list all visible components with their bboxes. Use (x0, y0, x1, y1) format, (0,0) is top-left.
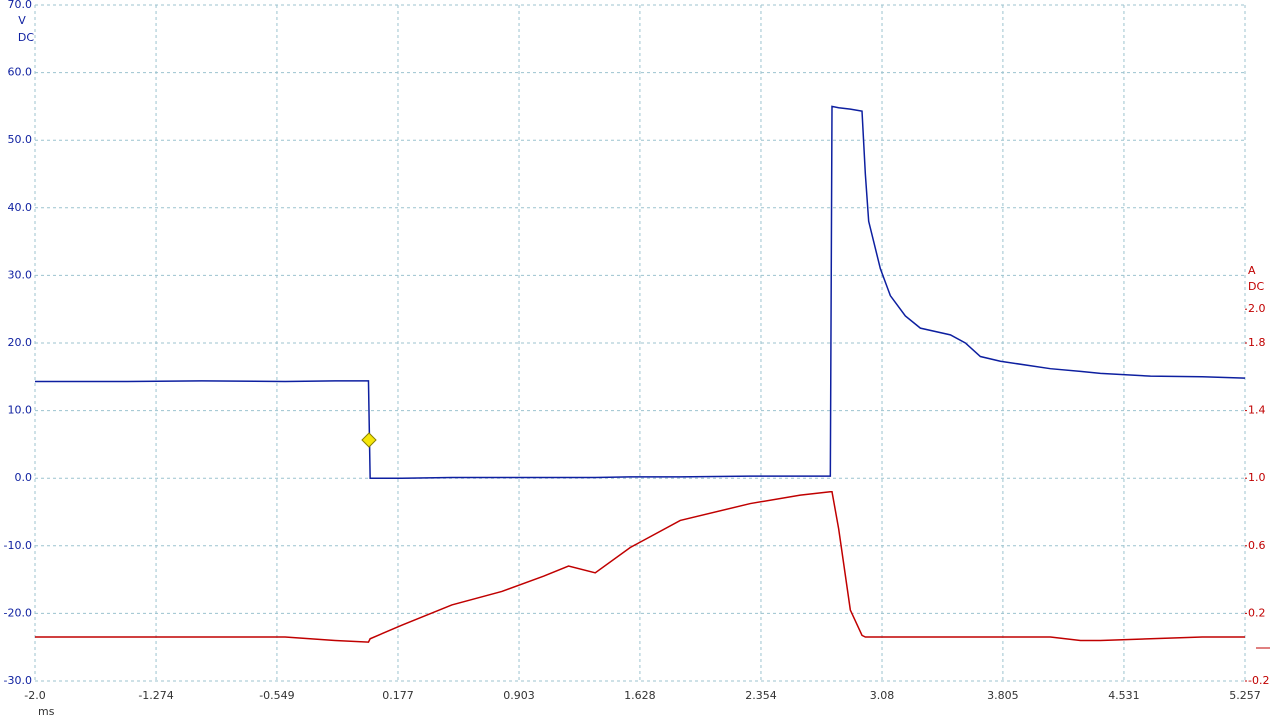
plot: -2.0 -1.274 -0.549 0.177 0.903 1.628 2.354 3.08… (4, 0, 1270, 702)
x-tick-label: 2.354 (745, 689, 777, 702)
x-tick-label: 0.177 (382, 689, 414, 702)
y2-tick-label: 0.2 (1248, 606, 1266, 619)
y2-tick-label: 1.0 (1248, 471, 1266, 484)
x-tick-label: -1.274 (138, 689, 173, 702)
x-tick-label: -2.0 (24, 689, 45, 702)
y-tick-label: -20.0 (4, 606, 32, 619)
y-tick-label: 30.0 (8, 268, 33, 281)
y2-tick-label: 0.6 (1248, 539, 1266, 552)
x-tick-label: 5.257 (1229, 689, 1261, 702)
trace (35, 105, 1246, 479)
y-tick-label: 0.0 (15, 471, 33, 484)
y-tick-label: 50.0 (8, 133, 33, 146)
x-tick-label: 4.531 (1108, 689, 1140, 702)
y2-tick-label: -0.2 (1248, 674, 1269, 687)
y-tick-label: 70.0 (8, 0, 33, 11)
trigger-marker (361, 432, 377, 448)
y-coupling: DC (18, 31, 34, 44)
y2-tick-label: 1.4 (1248, 404, 1266, 417)
x-tick-label: 0.903 (503, 689, 535, 702)
y-tick-label: 60.0 (8, 66, 33, 79)
y2-tick-label: 1.8 (1248, 336, 1266, 349)
y2-coupling: DC (1248, 280, 1264, 293)
trace (35, 490, 1245, 643)
x-tick-label: 1.628 (624, 689, 656, 702)
y-tick-label: 20.0 (8, 336, 33, 349)
x-axis-label: ms (38, 705, 55, 718)
y-tick-label: -30.0 (4, 674, 32, 687)
x-tick-label: -0.549 (259, 689, 294, 702)
y-unit: V (18, 14, 26, 27)
x-tick-label: 3.805 (987, 689, 1019, 702)
y-tick-label: 40.0 (8, 201, 33, 214)
y-tick-label: -10.0 (4, 539, 32, 552)
y2-tick-label: 2.0 (1248, 302, 1266, 315)
y2-unit: A (1248, 264, 1256, 277)
y-tick-label: 10.0 (8, 404, 33, 417)
x-tick-label: 3.08 (870, 689, 895, 702)
